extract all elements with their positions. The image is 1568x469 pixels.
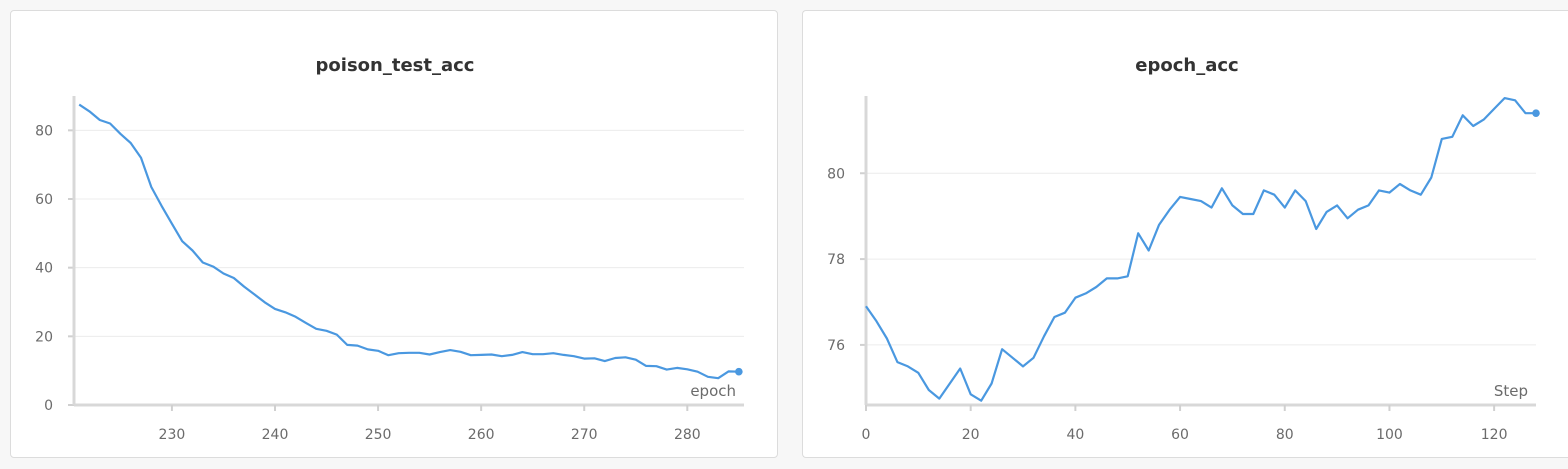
y-tick-label: 0 bbox=[44, 398, 53, 414]
x-tick-label: 250 bbox=[365, 427, 392, 443]
series-line bbox=[78, 103, 739, 380]
x-tick-label: 240 bbox=[262, 427, 289, 443]
x-tick-label: 40 bbox=[1066, 427, 1084, 443]
chart-title: epoch_acc bbox=[1135, 55, 1238, 76]
x-tick-label: 0 bbox=[862, 427, 871, 443]
y-tick-label: 80 bbox=[827, 166, 845, 182]
x-tick-label: 230 bbox=[159, 427, 186, 443]
x-tick-label: 120 bbox=[1481, 427, 1508, 443]
chart-panel-epoch-acc: epoch_acc 76 78 80 0 20 40 60 80 100 120 Step bbox=[802, 10, 1568, 458]
y-tick-label: 80 bbox=[35, 123, 53, 139]
x-tick-label: 100 bbox=[1376, 427, 1403, 443]
y-tick-label: 40 bbox=[35, 261, 53, 277]
chart-title: poison_test_acc bbox=[316, 55, 475, 76]
chart-poison-test-acc: poison_test_acc 0 20 40 60 80 230 240 250 260 270 2… bbox=[35, 55, 744, 443]
series-last-point bbox=[1532, 109, 1540, 117]
x-tick-label: 80 bbox=[1276, 427, 1294, 443]
chart-panel-poison-test-acc: poison_test_acc 0 20 40 60 80 230 240 250 260 270 2… bbox=[10, 10, 778, 458]
y-tick-label: 78 bbox=[827, 252, 845, 268]
x-tick-label: 60 bbox=[1171, 427, 1189, 443]
x-tick-label: 280 bbox=[674, 427, 701, 443]
series-line bbox=[865, 96, 1536, 402]
x-tick-label: 260 bbox=[468, 427, 495, 443]
chart-epoch-acc: epoch_acc 76 78 80 0 20 40 60 80 100 120 Step bbox=[827, 55, 1540, 443]
x-axis-label: Step bbox=[1494, 382, 1528, 400]
series-last-point bbox=[735, 367, 743, 376]
x-tick-label: 20 bbox=[962, 427, 980, 443]
y-tick-label: 20 bbox=[35, 329, 53, 345]
y-tick-label: 76 bbox=[827, 338, 845, 354]
x-axis-label: epoch bbox=[690, 382, 736, 400]
x-tick-label: 270 bbox=[571, 427, 598, 443]
y-tick-label: 60 bbox=[35, 192, 53, 208]
